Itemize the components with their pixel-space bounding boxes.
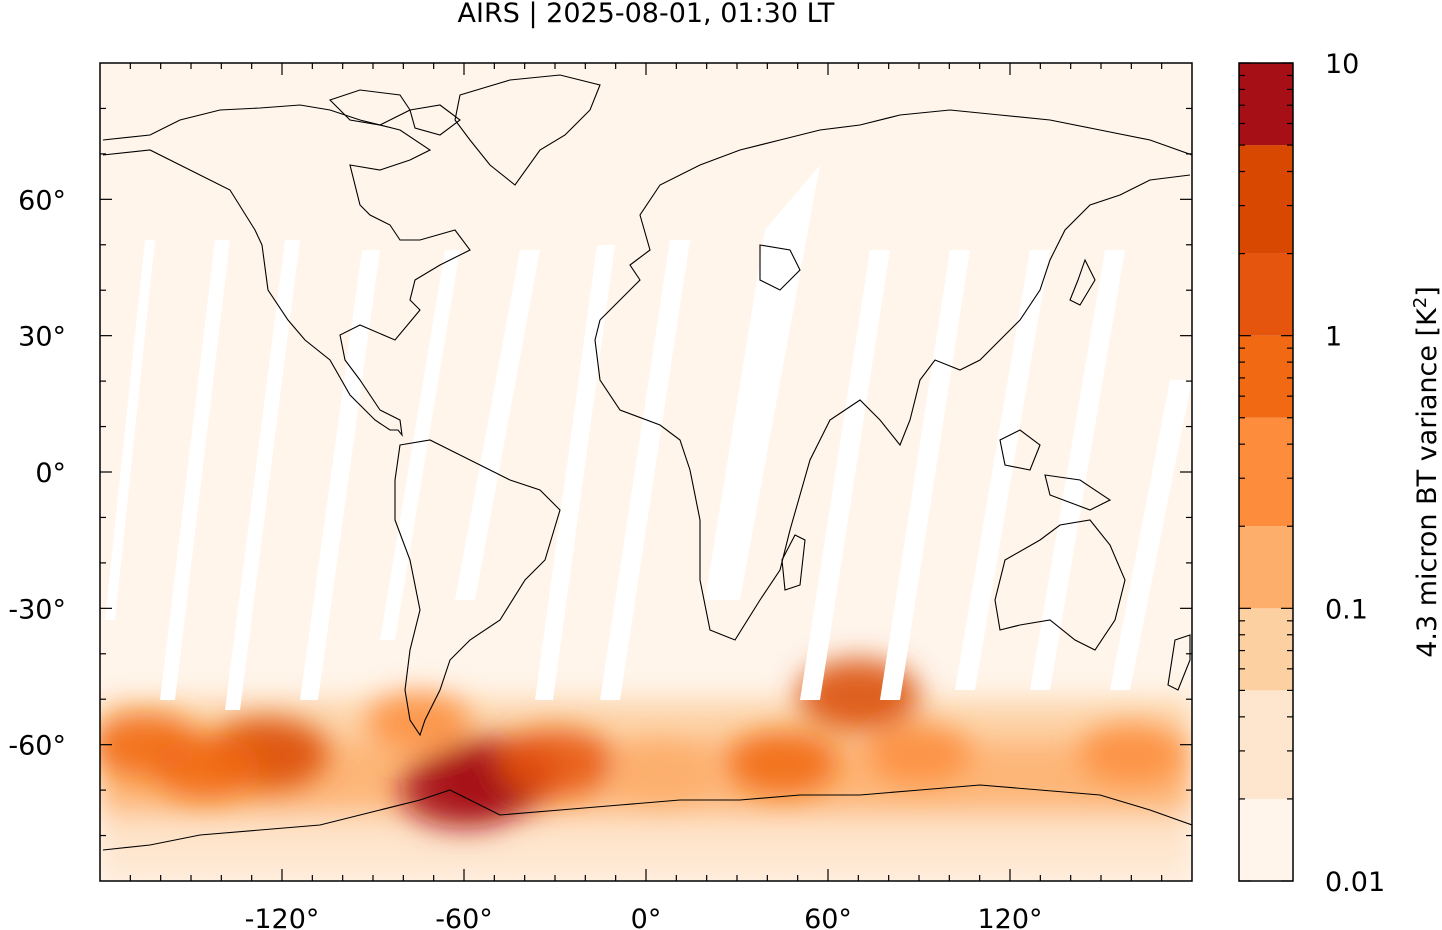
- colorbar-level: [1239, 798, 1293, 881]
- longitude-tick-label: 0°: [631, 904, 662, 930]
- colorbar-ticks: [1239, 62, 1293, 882]
- latitude-labels: 60° 30° 0° -30° -60°: [8, 185, 66, 761]
- longitude-tick-label: -120°: [245, 904, 320, 930]
- colorbar-level: [1239, 690, 1293, 799]
- variance-hotspot: [867, 723, 971, 784]
- colorbar-level: [1239, 417, 1293, 527]
- variance-hotspot: [151, 735, 262, 800]
- colorbar-tick-label: 10: [1325, 49, 1359, 80]
- longitude-labels: -120° -60° 0° 60° 120°: [245, 904, 1043, 930]
- colorbar-frame: [1238, 62, 1294, 882]
- colorbar-tick-label: 0.1: [1325, 594, 1368, 625]
- colorbar: 10 1 0.1 0.01 4.3 micron BT variance [K2]: [1238, 49, 1442, 898]
- colorbar-label: 4.3 micron BT variance [K2]: [1410, 286, 1442, 658]
- colorbar-level: [1239, 608, 1293, 691]
- colorbar-levels: [1239, 63, 1293, 881]
- variance-hotspot: [727, 730, 838, 795]
- latitude-tick-label: -60°: [8, 731, 66, 762]
- variance-hotspot: [366, 691, 471, 752]
- latitude-tick-label: -30°: [8, 594, 66, 625]
- latitude-tick-label: 60°: [18, 185, 66, 216]
- longitude-tick-label: 60°: [804, 904, 852, 930]
- map-ticks: [100, 63, 1192, 881]
- variance-hotspots: [100, 658, 1184, 829]
- colorbar-level: [1239, 335, 1293, 418]
- longitude-tick-label: -60°: [435, 904, 493, 930]
- colorbar-level: [1239, 145, 1293, 254]
- variance-hotspot: [1079, 723, 1184, 784]
- colorbar-tick-labels: 10 1 0.1 0.01: [1325, 49, 1385, 898]
- colorbar-level: [1239, 253, 1293, 336]
- colorbar-tick-label: 0.01: [1325, 867, 1385, 898]
- colorbar-level: [1239, 526, 1293, 609]
- latitude-tick-label: 0°: [35, 458, 66, 489]
- map-area: [100, 63, 1192, 881]
- colorbar-level: [1239, 63, 1293, 146]
- map-title: AIRS | 2025-08-01, 01:30 LT: [457, 0, 835, 29]
- variance-hotspot: [497, 728, 613, 797]
- orbit-gaps: [105, 165, 1192, 710]
- coastlines: [102, 74, 1192, 851]
- variance-hotspot: [612, 743, 711, 800]
- latitude-tick-label: 30°: [18, 322, 66, 353]
- longitude-tick-label: 120°: [977, 904, 1042, 930]
- colorbar-tick-label: 1: [1325, 322, 1342, 353]
